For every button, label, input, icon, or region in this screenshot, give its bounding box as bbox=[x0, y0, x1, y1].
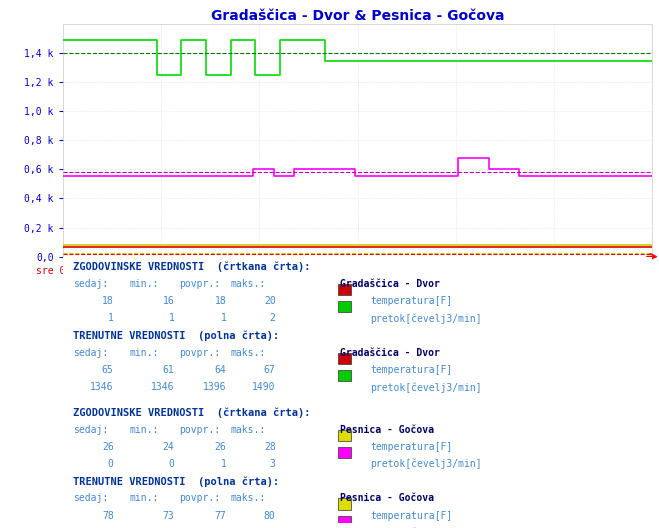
Text: 18: 18 bbox=[102, 296, 113, 306]
Text: sedaj:: sedaj: bbox=[73, 493, 109, 503]
Text: 67: 67 bbox=[264, 365, 275, 375]
Text: povpr.:: povpr.: bbox=[179, 347, 220, 357]
Text: povpr.:: povpr.: bbox=[179, 279, 220, 289]
Title: Gradaščica - Dvor & Pesnica - Gočova: Gradaščica - Dvor & Pesnica - Gočova bbox=[211, 8, 504, 23]
Text: 1: 1 bbox=[169, 313, 175, 323]
Text: min.:: min.: bbox=[130, 425, 159, 435]
Text: 3: 3 bbox=[270, 459, 275, 469]
Text: 28: 28 bbox=[264, 442, 275, 452]
Bar bbox=[338, 353, 351, 364]
Text: 65: 65 bbox=[102, 365, 113, 375]
Text: 0: 0 bbox=[169, 459, 175, 469]
Text: 1: 1 bbox=[107, 313, 113, 323]
Text: 1: 1 bbox=[221, 459, 227, 469]
Text: sedaj:: sedaj: bbox=[73, 347, 109, 357]
Text: 64: 64 bbox=[215, 365, 227, 375]
Text: 78: 78 bbox=[102, 511, 113, 521]
Bar bbox=[338, 447, 351, 458]
Text: Gradaščica - Dvor: Gradaščica - Dvor bbox=[340, 279, 440, 289]
Text: 1490: 1490 bbox=[252, 382, 275, 392]
Text: 1396: 1396 bbox=[203, 382, 227, 392]
Text: maks.:: maks.: bbox=[231, 493, 266, 503]
Text: Pesnica - Gočova: Pesnica - Gočova bbox=[340, 493, 434, 503]
Text: pretok[čevelj3/min]: pretok[čevelj3/min] bbox=[370, 382, 482, 393]
Text: 26: 26 bbox=[215, 442, 227, 452]
Text: maks.:: maks.: bbox=[231, 425, 266, 435]
Text: sedaj:: sedaj: bbox=[73, 425, 109, 435]
Text: 2: 2 bbox=[270, 313, 275, 323]
Bar bbox=[338, 430, 351, 441]
Text: ZGODOVINSKE VREDNOSTI  (črtkana črta):: ZGODOVINSKE VREDNOSTI (črtkana črta): bbox=[73, 408, 311, 418]
Text: 1346: 1346 bbox=[90, 382, 113, 392]
Text: 24: 24 bbox=[163, 442, 175, 452]
Text: 18: 18 bbox=[215, 296, 227, 306]
Text: temperatura[F]: temperatura[F] bbox=[370, 296, 453, 306]
Text: 80: 80 bbox=[264, 511, 275, 521]
Text: povpr.:: povpr.: bbox=[179, 493, 220, 503]
Text: maks.:: maks.: bbox=[231, 279, 266, 289]
Text: 0: 0 bbox=[107, 459, 113, 469]
Text: ZGODOVINSKE VREDNOSTI  (črtkana črta):: ZGODOVINSKE VREDNOSTI (črtkana črta): bbox=[73, 262, 311, 272]
Text: min.:: min.: bbox=[130, 347, 159, 357]
Bar bbox=[338, 370, 351, 381]
Text: TRENUTNE VREDNOSTI  (polna črta):: TRENUTNE VREDNOSTI (polna črta): bbox=[73, 476, 279, 487]
Text: TRENUTNE VREDNOSTI  (polna črta):: TRENUTNE VREDNOSTI (polna črta): bbox=[73, 331, 279, 341]
Bar bbox=[338, 284, 351, 295]
Text: min.:: min.: bbox=[130, 279, 159, 289]
Text: 1: 1 bbox=[221, 313, 227, 323]
Bar bbox=[338, 498, 351, 510]
Bar bbox=[338, 301, 351, 312]
Text: temperatura[F]: temperatura[F] bbox=[370, 442, 453, 452]
Text: 61: 61 bbox=[163, 365, 175, 375]
Text: min.:: min.: bbox=[130, 493, 159, 503]
Bar bbox=[338, 516, 351, 527]
Text: Pesnica - Gočova: Pesnica - Gočova bbox=[340, 425, 434, 435]
Text: 77: 77 bbox=[215, 511, 227, 521]
Text: 26: 26 bbox=[102, 442, 113, 452]
Text: sedaj:: sedaj: bbox=[73, 279, 109, 289]
Text: 16: 16 bbox=[163, 296, 175, 306]
Text: maks.:: maks.: bbox=[231, 347, 266, 357]
Text: 73: 73 bbox=[163, 511, 175, 521]
Text: temperatura[F]: temperatura[F] bbox=[370, 511, 453, 521]
Text: 20: 20 bbox=[264, 296, 275, 306]
Text: Gradaščica - Dvor: Gradaščica - Dvor bbox=[340, 347, 440, 357]
Text: temperatura[F]: temperatura[F] bbox=[370, 365, 453, 375]
Text: povpr.:: povpr.: bbox=[179, 425, 220, 435]
Text: pretok[čevelj3/min]: pretok[čevelj3/min] bbox=[370, 313, 482, 324]
Text: pretok[čevelj3/min]: pretok[čevelj3/min] bbox=[370, 459, 482, 469]
Text: 1346: 1346 bbox=[151, 382, 175, 392]
